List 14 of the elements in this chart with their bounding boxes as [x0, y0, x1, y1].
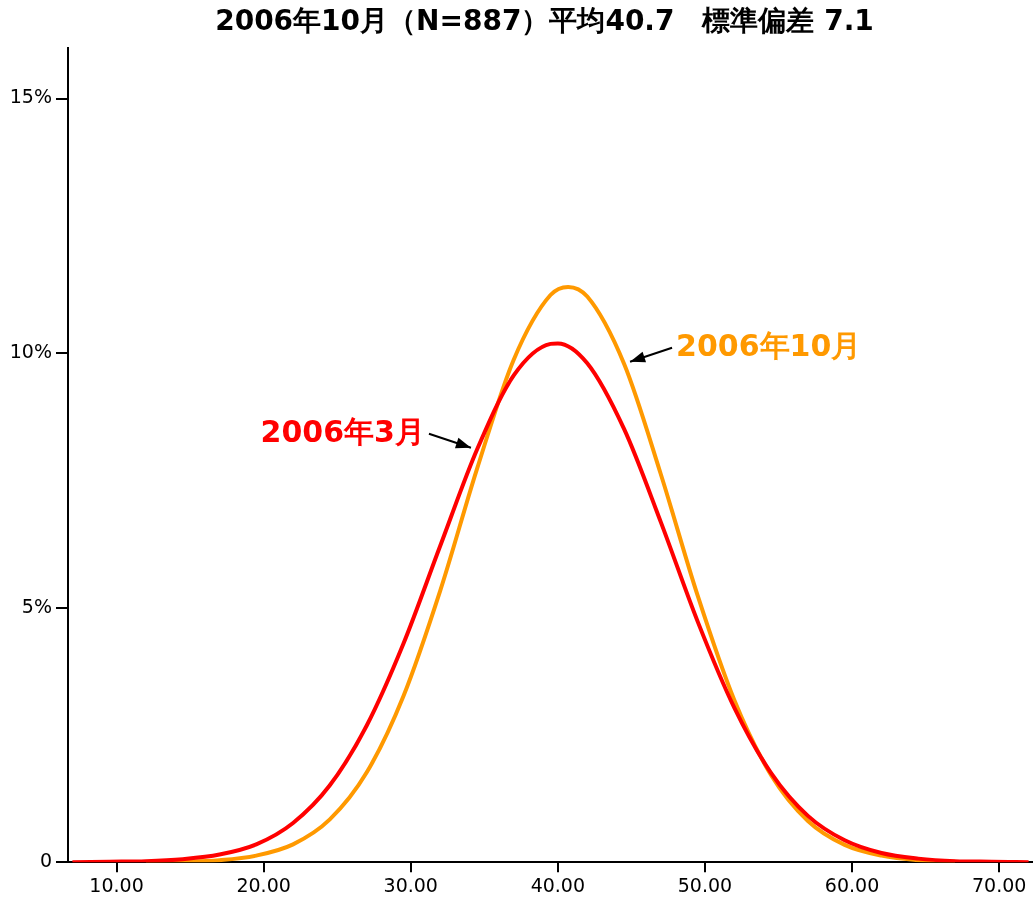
y-tick-label: 0 — [39, 849, 52, 872]
y-tick-label: 15% — [9, 85, 52, 108]
series-label: 2006年3月 — [260, 413, 425, 449]
y-tick-label: 5% — [21, 594, 52, 617]
x-tick-label: 20.00 — [236, 873, 291, 896]
y-tick-label: 10% — [9, 340, 52, 363]
x-tick-label: 40.00 — [530, 873, 586, 896]
x-tick-label: 10.00 — [89, 873, 144, 896]
x-tick-label: 50.00 — [677, 873, 733, 896]
chart-title: 2006年10月（N=887）平均40.7 標準偏差 7.1 — [215, 4, 874, 38]
x-tick-label: 60.00 — [824, 873, 880, 896]
x-tick-label: 30.00 — [383, 873, 438, 896]
x-tick-label: 70.00 — [971, 873, 1027, 896]
series-label: 2006年10月 — [676, 327, 862, 363]
